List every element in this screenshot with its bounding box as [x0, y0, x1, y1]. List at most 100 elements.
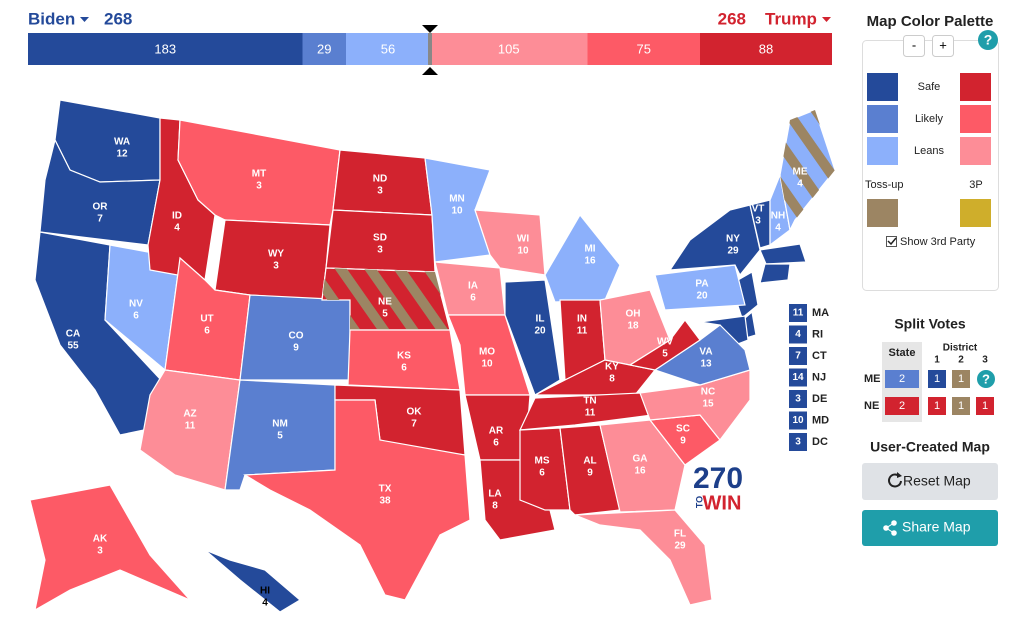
district-header: District	[943, 343, 978, 354]
state-ev: 3	[377, 186, 383, 197]
bar-segment-label: 183	[154, 41, 176, 56]
state-ev: 9	[680, 436, 686, 447]
reset-label[interactable]: Reset Map	[903, 473, 971, 489]
rep-swatch[interactable]	[960, 137, 991, 165]
help-icon[interactable]	[978, 30, 998, 50]
dropdown-arrow[interactable]	[80, 17, 89, 22]
state-ev: 6	[493, 438, 499, 449]
small-state-abbr: NJ	[812, 371, 826, 383]
state-shape[interactable]	[474, 209, 546, 276]
state-shape[interactable]	[668, 204, 761, 277]
state-abbr: CO	[289, 331, 304, 342]
state-shape[interactable]	[504, 279, 561, 396]
reset-icon	[888, 473, 902, 488]
state-abbr: AL	[583, 456, 596, 467]
logo-number: 270	[693, 462, 743, 495]
trump-total: 268	[718, 9, 746, 28]
state-ev: 8	[609, 374, 615, 385]
zoom-in-label[interactable]: +	[939, 37, 947, 52]
state-ev: 6	[133, 311, 139, 322]
share-icon	[883, 520, 897, 536]
state-ev: 6	[539, 468, 545, 479]
bar-segment	[346, 33, 430, 65]
state-abbr: NC	[701, 387, 715, 398]
biden-name[interactable]: Biden	[28, 9, 75, 28]
help-icon[interactable]	[977, 370, 995, 388]
state-abbr: LA	[488, 489, 501, 500]
state-ev: 11	[185, 421, 196, 432]
state-ev: 16	[584, 256, 596, 267]
state-shape[interactable]	[519, 427, 571, 511]
state-abbr: FL	[674, 529, 686, 540]
state-shape[interactable]	[759, 243, 807, 265]
palette-box	[862, 40, 999, 291]
tossup-swatch[interactable]	[867, 199, 898, 227]
small-state-box[interactable]	[789, 347, 807, 365]
state-shape[interactable]	[599, 419, 686, 513]
small-state-box[interactable]	[789, 433, 807, 451]
rep-swatch[interactable]	[960, 105, 991, 133]
split-cell[interactable]	[976, 397, 994, 415]
state-abbr: KS	[397, 351, 411, 362]
state-abbr: AR	[489, 426, 504, 437]
state-ev: 4	[174, 223, 180, 234]
state-abbr: AK	[93, 534, 108, 545]
small-state-box[interactable]	[789, 390, 807, 408]
help-label[interactable]: ?	[984, 32, 993, 48]
trump-name[interactable]: Trump	[765, 9, 817, 28]
split-state: NE	[864, 400, 879, 412]
small-state-box[interactable]	[789, 304, 807, 322]
reset-button[interactable]	[862, 463, 998, 500]
dropdown-arrow[interactable]	[822, 17, 831, 22]
user-map-title: User-Created Map	[870, 439, 990, 455]
split-cell[interactable]	[952, 370, 970, 388]
dem-swatch[interactable]	[867, 137, 898, 165]
show-third-party[interactable]: Show 3rd Party	[900, 236, 976, 248]
split-cell[interactable]	[885, 397, 919, 415]
state-shape[interactable]	[29, 484, 191, 612]
state-abbr: WV	[657, 337, 673, 348]
state-shape[interactable]	[699, 315, 749, 346]
state-abbr: WI	[517, 234, 529, 245]
state-ev: 3	[97, 546, 103, 557]
help-label[interactable]: ?	[982, 371, 990, 386]
dem-swatch[interactable]	[867, 105, 898, 133]
tossup-label: Toss-up	[865, 179, 904, 191]
dem-swatch[interactable]	[867, 73, 898, 101]
state-abbr: MO	[479, 347, 495, 358]
state-shape[interactable]	[243, 399, 471, 601]
share-button[interactable]	[862, 510, 998, 546]
state-shape[interactable]	[544, 213, 621, 303]
state-abbr: SC	[676, 424, 690, 435]
zoom-out-label[interactable]: -	[912, 37, 916, 52]
rating-label: Leans	[914, 145, 944, 157]
win-line	[428, 33, 432, 65]
state-shape[interactable]	[654, 264, 746, 311]
split-cell[interactable]	[952, 397, 970, 415]
state-ev: 3	[273, 261, 279, 272]
state-shape[interactable]	[574, 509, 713, 606]
split-title: Split Votes	[894, 316, 966, 332]
small-state-box[interactable]	[789, 325, 807, 344]
share-label[interactable]: Share Map	[902, 519, 971, 535]
state-ev: 18	[627, 321, 639, 332]
split-cell[interactable]	[885, 370, 919, 388]
state-shape[interactable]	[759, 263, 791, 284]
small-state-box[interactable]	[789, 368, 807, 387]
small-state-abbr: RI	[812, 328, 823, 340]
zoom-out-button[interactable]	[903, 35, 925, 57]
rep-swatch[interactable]	[960, 73, 991, 101]
checkbox[interactable]	[886, 236, 897, 247]
state-abbr: IN	[577, 314, 587, 325]
state-shape[interactable]	[204, 549, 302, 613]
small-state-box[interactable]	[789, 411, 807, 430]
split-cell-value: 1	[958, 400, 964, 412]
zoom-in-button[interactable]	[932, 35, 954, 57]
state-ev: 20	[696, 291, 708, 302]
state-abbr: CA	[66, 329, 80, 340]
split-cell[interactable]	[928, 370, 946, 388]
state-shape[interactable]	[628, 319, 701, 371]
split-cell[interactable]	[928, 397, 946, 415]
third-party-swatch[interactable]	[960, 199, 991, 227]
